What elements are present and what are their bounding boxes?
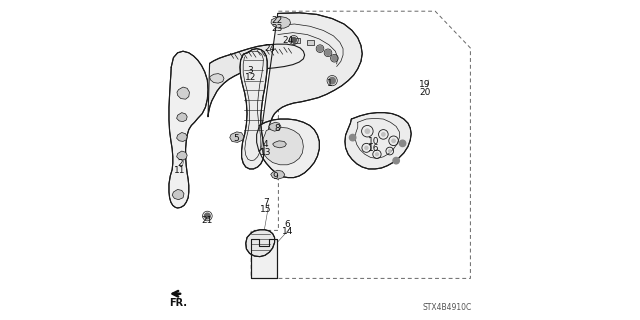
Text: 21: 21 (202, 216, 213, 225)
Circle shape (291, 37, 296, 43)
Circle shape (399, 140, 406, 147)
Polygon shape (177, 113, 187, 122)
Circle shape (326, 50, 331, 55)
Text: 20: 20 (419, 88, 431, 97)
Circle shape (393, 157, 399, 164)
Text: 16: 16 (368, 144, 380, 153)
Polygon shape (251, 239, 277, 278)
Text: 14: 14 (282, 228, 293, 236)
Polygon shape (271, 17, 291, 28)
Polygon shape (246, 230, 275, 257)
Text: 8: 8 (274, 124, 280, 133)
Polygon shape (210, 74, 224, 83)
Text: 4: 4 (263, 140, 268, 149)
Polygon shape (257, 119, 319, 178)
Polygon shape (262, 127, 303, 165)
Polygon shape (177, 87, 189, 99)
Circle shape (205, 213, 210, 219)
Text: 11: 11 (174, 166, 186, 175)
Polygon shape (169, 51, 208, 208)
Text: 19: 19 (419, 80, 431, 89)
Circle shape (388, 149, 392, 153)
Text: 13: 13 (260, 148, 271, 156)
Text: 7: 7 (263, 198, 268, 207)
Polygon shape (208, 44, 305, 117)
Text: 5: 5 (234, 134, 239, 143)
Text: 3: 3 (248, 66, 253, 75)
Text: FR.: FR. (170, 298, 188, 308)
Polygon shape (177, 132, 187, 141)
Circle shape (329, 77, 335, 84)
Text: 12: 12 (244, 73, 256, 82)
Polygon shape (271, 170, 285, 179)
Circle shape (375, 152, 379, 156)
Polygon shape (172, 189, 184, 200)
Polygon shape (273, 141, 287, 148)
Circle shape (364, 146, 369, 150)
Circle shape (317, 46, 323, 51)
Text: 6: 6 (285, 220, 290, 229)
Text: STX4B4910C: STX4B4910C (423, 303, 472, 312)
Polygon shape (259, 13, 362, 151)
Circle shape (332, 56, 337, 61)
Text: 1: 1 (327, 79, 332, 88)
Text: 23: 23 (271, 24, 282, 33)
Polygon shape (345, 113, 412, 169)
Circle shape (365, 128, 370, 134)
Circle shape (349, 134, 356, 141)
Text: 9: 9 (273, 172, 278, 180)
Polygon shape (292, 38, 300, 43)
Text: 2: 2 (177, 159, 182, 168)
Polygon shape (240, 49, 268, 169)
Circle shape (381, 132, 386, 137)
Polygon shape (177, 151, 187, 160)
Text: 22: 22 (271, 16, 282, 25)
Polygon shape (230, 132, 244, 142)
Polygon shape (269, 122, 281, 131)
Polygon shape (307, 40, 314, 45)
Text: 10: 10 (368, 137, 380, 146)
Text: 24: 24 (265, 44, 276, 53)
Circle shape (391, 138, 396, 143)
Text: 24: 24 (282, 36, 294, 44)
Text: 15: 15 (260, 205, 271, 214)
